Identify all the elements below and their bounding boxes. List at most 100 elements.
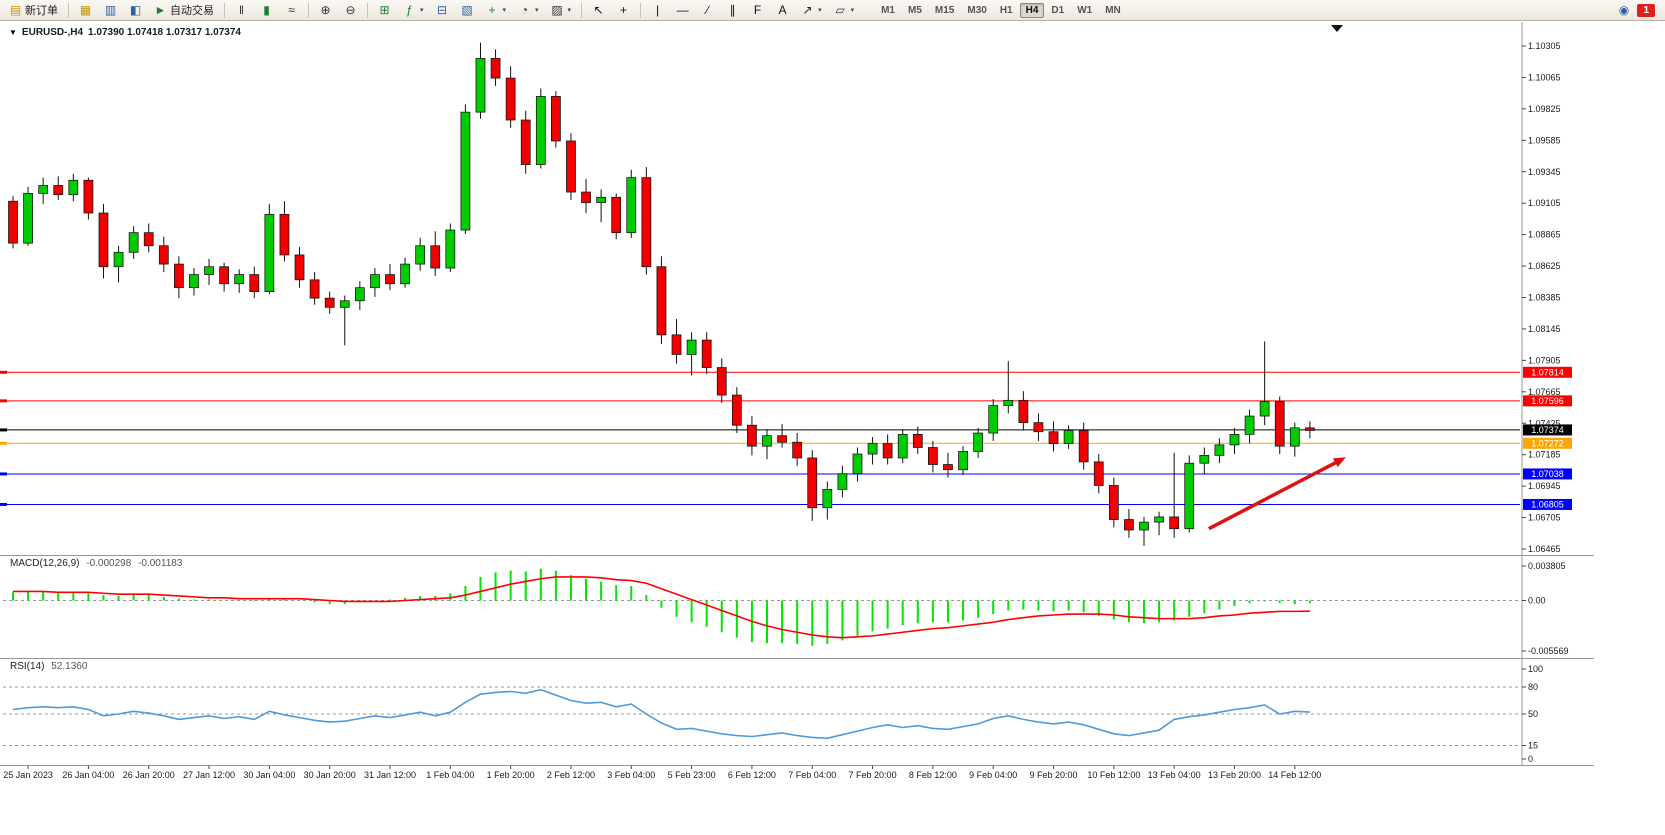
svg-text:30 Jan 20:00: 30 Jan 20:00 bbox=[304, 770, 356, 780]
line-chart-icon[interactable]: ≈ bbox=[288, 3, 295, 17]
timeframe-d1[interactable]: D1 bbox=[1051, 4, 1065, 16]
svg-text:1.07596: 1.07596 bbox=[1531, 396, 1564, 406]
rsi-label: RSI(14) 52.1360 bbox=[10, 661, 87, 672]
cursor-icon[interactable]: ↖ bbox=[593, 3, 604, 17]
svg-text:1.06465: 1.06465 bbox=[1528, 544, 1561, 554]
text-tool-icon[interactable]: A bbox=[778, 3, 787, 17]
candlestick-chart-icon[interactable]: ▮ bbox=[263, 3, 270, 17]
channel-icon[interactable]: ∥ bbox=[729, 3, 736, 17]
cascade-windows-icon[interactable]: ▧ bbox=[461, 3, 473, 17]
ohlc-values: 1.07390 1.07418 1.07317 1.07374 bbox=[88, 27, 241, 38]
svg-text:1.09105: 1.09105 bbox=[1528, 198, 1561, 208]
symbol-dropdown-icon[interactable]: ▼ bbox=[9, 28, 17, 37]
chart-shift-marker[interactable] bbox=[1331, 25, 1343, 32]
zoom-in-icon[interactable]: ⊕ bbox=[320, 3, 331, 17]
toolbar-separator bbox=[581, 2, 583, 18]
svg-text:100: 100 bbox=[1528, 664, 1543, 674]
templates-icon: ▨ bbox=[551, 3, 563, 17]
macd-label: MACD(12,26,9) -0.000298 -0.001183 bbox=[10, 558, 182, 569]
svg-text:1.07905: 1.07905 bbox=[1528, 355, 1561, 365]
svg-text:0.00: 0.00 bbox=[1528, 596, 1546, 606]
templates-button[interactable]: ▨ ▾ bbox=[546, 2, 577, 19]
autotrade-button[interactable]: ► 自动交易 bbox=[149, 2, 219, 19]
svg-text:1.07814: 1.07814 bbox=[1531, 367, 1564, 377]
rsi-line bbox=[12, 688, 1310, 740]
svg-text:25 Jan 2023: 25 Jan 2023 bbox=[3, 770, 53, 780]
rsi-value: 52.1360 bbox=[51, 661, 88, 672]
arrows-tool-button[interactable]: ↗ ▾ bbox=[796, 2, 827, 19]
macd-main-value: -0.000298 bbox=[86, 558, 132, 569]
svg-text:1.06945: 1.06945 bbox=[1528, 481, 1561, 491]
notification-badge[interactable]: 1 bbox=[1637, 3, 1655, 17]
price-badge bbox=[1523, 424, 1572, 436]
toolbar-separator bbox=[68, 2, 69, 18]
chevron-down-icon: ▾ bbox=[818, 7, 822, 14]
trend-arrow[interactable] bbox=[1208, 457, 1346, 531]
timeframe-mn[interactable]: MN bbox=[1105, 4, 1121, 16]
svg-text:1.08145: 1.08145 bbox=[1528, 324, 1561, 334]
chart-windows-icon[interactable]: ▦ bbox=[79, 3, 92, 17]
toolbar-separator bbox=[367, 2, 368, 18]
svg-text:1.06705: 1.06705 bbox=[1528, 513, 1561, 523]
bar-chart-icon[interactable]: ‖ bbox=[239, 3, 244, 17]
horizontal-line-icon[interactable]: — bbox=[676, 3, 689, 17]
svg-text:1.09585: 1.09585 bbox=[1528, 135, 1561, 145]
chevron-down-icon: ▾ bbox=[567, 7, 572, 14]
svg-text:-0.005569: -0.005569 bbox=[1528, 646, 1569, 656]
toolbar-separator bbox=[308, 2, 309, 18]
svg-text:1.08625: 1.08625 bbox=[1528, 261, 1561, 271]
svg-text:1.07272: 1.07272 bbox=[1531, 438, 1564, 448]
timeframe-m30[interactable]: M30 bbox=[967, 4, 987, 16]
toolbar-separator bbox=[224, 2, 225, 18]
svg-text:9 Feb 04:00: 9 Feb 04:00 bbox=[969, 770, 1017, 780]
new-order-button[interactable]: ▤ 新订单 bbox=[4, 2, 63, 19]
tile-windows-icon[interactable]: ⊟ bbox=[436, 3, 448, 17]
svg-text:1.10065: 1.10065 bbox=[1528, 72, 1561, 82]
profiles-icon[interactable]: ▥ bbox=[104, 3, 117, 17]
timeframe-m1[interactable]: M1 bbox=[881, 4, 895, 16]
timeframe-m15[interactable]: M15 bbox=[934, 4, 955, 16]
svg-text:0: 0 bbox=[1528, 754, 1533, 764]
svg-text:10 Feb 12:00: 10 Feb 12:00 bbox=[1087, 770, 1140, 780]
macd-histogram bbox=[12, 568, 1311, 646]
timeframe-group: M1 M5 M15 M30 H1 H4 D1 W1 MN bbox=[875, 2, 1127, 18]
price-badge bbox=[1523, 468, 1572, 480]
symbol-period-label: EURUSD-,H4 bbox=[21, 27, 84, 38]
chevron-down-icon: ▾ bbox=[502, 7, 507, 14]
market-watch-icon[interactable]: ◧ bbox=[129, 3, 142, 17]
community-icon[interactable]: ◉ bbox=[1618, 3, 1630, 17]
chart-title: ▼ EURUSD-,H4 1.07390 1.07418 1.07317 1.0… bbox=[9, 27, 241, 38]
crosshair-icon[interactable]: + bbox=[620, 3, 628, 17]
svg-text:5 Feb 23:00: 5 Feb 23:00 bbox=[668, 770, 716, 780]
svg-text:13 Feb 20:00: 13 Feb 20:00 bbox=[1208, 770, 1261, 780]
new-order-icon: ▤ bbox=[9, 3, 22, 17]
svg-text:0.003805: 0.003805 bbox=[1528, 561, 1566, 571]
svg-text:7 Feb 20:00: 7 Feb 20:00 bbox=[849, 770, 897, 780]
svg-text:1.10305: 1.10305 bbox=[1528, 41, 1561, 51]
svg-text:3 Feb 04:00: 3 Feb 04:00 bbox=[607, 770, 655, 780]
svg-text:2 Feb 12:00: 2 Feb 12:00 bbox=[547, 770, 595, 780]
period-button[interactable]: ◔ ▾ bbox=[513, 2, 544, 19]
shapes-icon: ▱ bbox=[835, 3, 845, 17]
svg-text:15: 15 bbox=[1528, 741, 1538, 751]
svg-text:1.07374: 1.07374 bbox=[1531, 425, 1564, 435]
macd-signal-line bbox=[13, 576, 1310, 639]
vertical-line-icon[interactable]: | bbox=[656, 3, 660, 17]
autotrade-play-icon: ► bbox=[154, 3, 167, 17]
svg-text:13 Feb 04:00: 13 Feb 04:00 bbox=[1148, 770, 1201, 780]
indicators-icon: ƒ bbox=[406, 3, 413, 17]
trendline-icon[interactable]: ∕ bbox=[706, 3, 709, 17]
timeframe-w1[interactable]: W1 bbox=[1077, 4, 1093, 16]
zoom-out-icon[interactable]: ⊖ bbox=[345, 3, 356, 17]
svg-text:1.08385: 1.08385 bbox=[1528, 293, 1561, 303]
indicators-button[interactable]: ƒ ▾ bbox=[398, 2, 429, 19]
fibonacci-icon[interactable]: F bbox=[753, 3, 762, 17]
add-chart-button[interactable]: + ▾ bbox=[481, 2, 512, 19]
timeframe-m5[interactable]: M5 bbox=[908, 4, 922, 16]
macd-signal-value: -0.001183 bbox=[138, 558, 183, 569]
timeframe-h4[interactable]: H4 bbox=[1019, 2, 1045, 18]
grid-icon[interactable]: ⊞ bbox=[379, 3, 390, 17]
timeframe-h1[interactable]: H1 bbox=[999, 4, 1013, 16]
shapes-tool-button[interactable]: ▱ ▾ bbox=[829, 2, 860, 19]
